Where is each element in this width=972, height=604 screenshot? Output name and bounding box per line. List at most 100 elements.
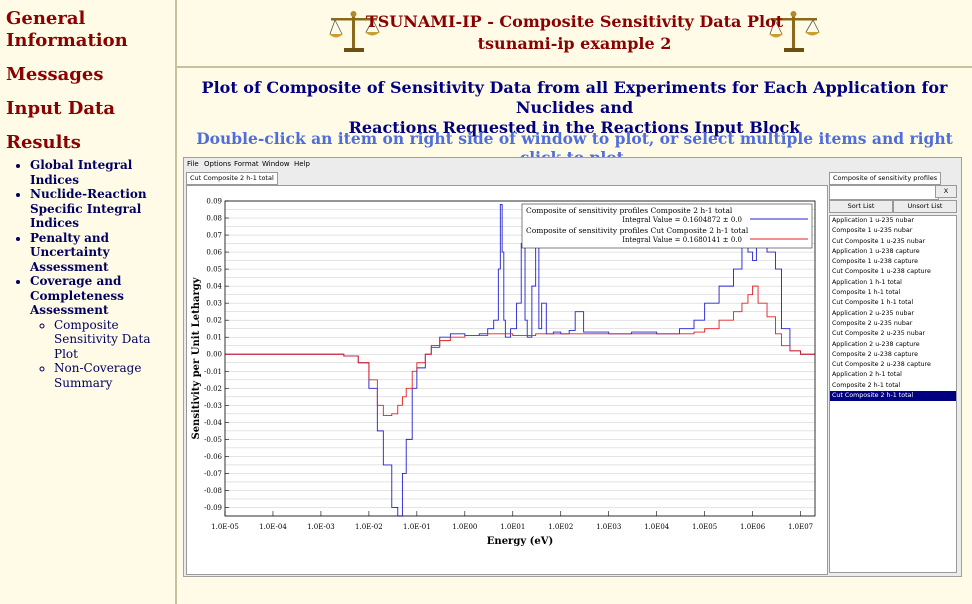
x-tick-label: 1.0E-01	[403, 523, 431, 531]
header-frame: TSUNAMI-IP - Composite Sensitivity Data …	[177, 0, 972, 68]
scales-icon	[329, 11, 380, 52]
list-item[interactable]: Application 2 h-1 total	[832, 371, 902, 379]
plot-frame	[224, 200, 816, 517]
list-item[interactable]: Application 1 h-1 total	[832, 278, 902, 286]
x-tick-label: 1.0E01	[500, 523, 525, 531]
legend-integral: Integral Value = 0.1680141 ± 0.0	[622, 236, 742, 244]
list-item[interactable]: Composite 1 h-1 total	[832, 289, 901, 297]
x-tick-label: 1.0E03	[596, 523, 621, 531]
list-item[interactable]: Composite 2 u-238 capture	[832, 350, 919, 358]
y-tick-label: -0.03	[204, 402, 222, 410]
y-tick-label: 0.00	[206, 351, 222, 359]
menu-options[interactable]: Options	[204, 160, 232, 168]
x-tick-label: 1.0E-02	[355, 523, 383, 531]
y-tick-label: -0.07	[204, 470, 222, 478]
unsort-list-button[interactable]: Unsort List	[893, 200, 957, 213]
list-item[interactable]: Cut Composite 2 u-235 nubar	[832, 330, 926, 338]
tab-plot[interactable]: Cut Composite 2 h-1 total	[186, 172, 278, 185]
y-tick-label: -0.06	[204, 453, 222, 461]
profiles-list: Application 1 u-235 nubar Composite 1 u-2…	[829, 215, 957, 573]
list-item[interactable]: Application 1 u-235 nubar	[832, 217, 914, 224]
list-item[interactable]: Application 1 u-238 capture	[832, 247, 920, 255]
nav-composite-sensitivity-plot[interactable]: Composite Sensitivity Data Plot	[54, 318, 175, 362]
plot-panel: 0.09 0.08 0.07 0.06 0.05 0.04 0.03 0.02 0.01 0.00…	[186, 185, 828, 575]
list-item[interactable]: Composite 2 h-1 total	[832, 381, 901, 389]
nav-messages[interactable]: Messages	[6, 64, 104, 85]
y-ticks: 0.09 0.08 0.07 0.06 0.05 0.04 0.03 0.02 0.01 0.00…	[204, 198, 229, 512]
tab-composite-profiles[interactable]: Composite of sensitivity profiles	[829, 172, 942, 185]
list-item[interactable]: Cut Composite 1 u-238 capture	[832, 268, 931, 276]
menu-help[interactable]: Help	[294, 160, 310, 168]
nav-non-coverage-summary[interactable]: Non-Coverage Summary	[54, 361, 175, 390]
legend: Composite of sensitivity profiles Compos…	[521, 203, 813, 249]
results-list: Global Integral Indices Nuclide-Reaction…	[0, 158, 175, 390]
page-title: TSUNAMI-IP - Composite Sensitivity Data …	[365, 12, 784, 31]
y-axis-label: Sensitivity per Unit Lethargy	[191, 276, 202, 439]
page-subtitle: tsunami-ip example 2	[477, 34, 672, 53]
filter-input[interactable]	[829, 185, 939, 200]
legend-integral: Integral Value = 0.1604872 ± 0.0	[622, 216, 742, 224]
y-tick-label: 0.02	[206, 317, 222, 325]
nav-input-data[interactable]: Input Data	[6, 98, 116, 119]
x-tick-label: 1.0E-04	[259, 523, 287, 531]
x-ticks: 1.0E-05 1.0E-04 1.0E-03 1.0E-02 1.0E-01 1.0E0…	[211, 511, 813, 531]
nav-nuclide-reaction-indices[interactable]: Nuclide-Reaction Specific Integral Indic…	[30, 187, 175, 231]
x-tick-label: 1.0E05	[692, 523, 717, 531]
y-tick-label: -0.08	[204, 487, 222, 495]
list-item[interactable]: Composite 1 u-238 capture	[832, 258, 919, 266]
series-line-1	[225, 203, 815, 517]
scales-icon-right	[769, 11, 820, 52]
sort-list-button[interactable]: Sort List	[829, 200, 893, 213]
y-tick-label: -0.05	[204, 436, 222, 444]
x-tick-label: 1.0E07	[788, 523, 813, 531]
plot-applet: File Options Format Window Help Cut Comp…	[183, 157, 962, 577]
plot-heading-line2: Reactions Requested in the Reactions Inp…	[348, 118, 801, 137]
y-tick-label: 0.08	[206, 215, 222, 223]
nav-coverage-completeness-label[interactable]: Coverage and Completeness Assessment	[30, 274, 124, 317]
y-tick-label: 0.05	[206, 266, 222, 274]
legend-series-name: Composite of sensitivity profiles Compos…	[526, 206, 733, 215]
menu-format[interactable]: Format	[234, 160, 259, 168]
x-tick-label: 1.0E-05	[211, 523, 239, 531]
y-tick-label: 0.06	[206, 249, 222, 257]
y-tick-label: -0.02	[204, 385, 222, 393]
nav-general-information[interactable]: General Information	[6, 8, 128, 51]
y-tick-label: -0.09	[204, 504, 222, 512]
nav-results[interactable]: Results	[6, 132, 81, 153]
y-tick-label: 0.04	[206, 283, 222, 291]
nav-global-integral-indices[interactable]: Global Integral Indices	[30, 158, 175, 187]
list-item[interactable]: Cut Composite 2 u-238 capture	[832, 361, 931, 369]
x-tick-label: 1.0E00	[452, 523, 477, 531]
list-item[interactable]: Cut Composite 2 h-1 total	[830, 391, 956, 402]
y-tick-label: 0.07	[206, 232, 222, 240]
legend-series-name: Composite of sensitivity profiles Cut Co…	[526, 226, 749, 235]
y-tick-label: -0.01	[204, 368, 222, 376]
series-line-2	[225, 285, 815, 416]
nav-coverage-completeness[interactable]: Coverage and Completeness Assessment Com…	[30, 274, 175, 390]
x-axis-label: Energy (eV)	[487, 536, 553, 547]
menu-file[interactable]: File	[187, 160, 199, 168]
close-button[interactable]: X	[935, 185, 957, 198]
list-item[interactable]: Composite 1 u-235 nubar	[832, 227, 913, 235]
y-tick-label: 0.09	[206, 198, 222, 206]
x-tick-label: 1.0E04	[644, 523, 670, 531]
list-item[interactable]: Composite 2 u-235 nubar	[832, 319, 913, 327]
plot-heading: Plot of Composite of Sensitivity Data fr…	[177, 78, 972, 138]
list-item[interactable]: Application 2 u-235 nubar	[832, 309, 914, 317]
profiles-side-panel: X Sort List Unsort List Application 1 u-…	[829, 185, 957, 573]
list-item[interactable]: Cut Composite 1 h-1 total	[832, 299, 914, 307]
x-tick-label: 1.0E06	[740, 523, 766, 531]
menu-window[interactable]: Window	[262, 160, 290, 168]
main-frame: Plot of Composite of Sensitivity Data fr…	[177, 68, 972, 604]
list-item[interactable]: Cut Composite 1 u-235 nubar	[832, 237, 926, 245]
x-tick-label: 1.0E02	[548, 523, 573, 531]
navigation-frame: General Information Messages Input Data …	[0, 0, 177, 604]
y-tick-label: 0.01	[206, 334, 222, 342]
series-lines	[225, 203, 815, 517]
menu-bar: File Options Format Window Help	[184, 158, 961, 170]
coverage-sublist: Composite Sensitivity Data Plot Non-Cove…	[30, 318, 175, 391]
list-item[interactable]: Application 2 u-238 capture	[832, 340, 920, 348]
y-tick-label: -0.04	[204, 419, 222, 427]
legend-box	[521, 203, 813, 249]
nav-penalty-uncertainty[interactable]: Penalty and Uncertainty Assessment	[30, 231, 175, 275]
